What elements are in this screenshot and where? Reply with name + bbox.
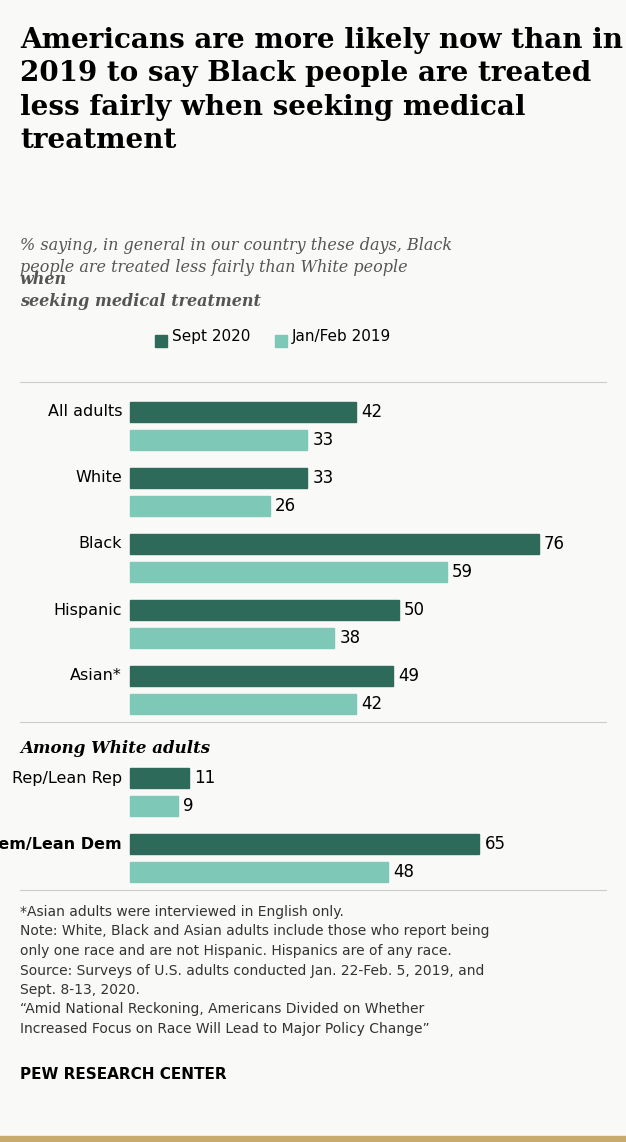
Text: 38: 38 <box>339 629 361 648</box>
Text: Rep/Lean Rep: Rep/Lean Rep <box>12 771 122 786</box>
Bar <box>0 1136 626 1142</box>
Text: 33: 33 <box>312 469 334 486</box>
Text: Among White adults: Among White adults <box>20 740 210 757</box>
Bar <box>130 862 388 882</box>
Bar <box>130 796 178 817</box>
Text: Black: Black <box>78 537 122 552</box>
Bar <box>130 468 307 488</box>
Text: Americans are more likely now than in
2019 to say Black people are treated
less : Americans are more likely now than in 20… <box>20 27 623 154</box>
Bar <box>130 834 480 854</box>
Bar <box>130 496 270 516</box>
Text: 76: 76 <box>543 534 565 553</box>
Bar <box>130 402 356 423</box>
Bar <box>130 628 334 648</box>
Text: 49: 49 <box>398 667 419 685</box>
Text: 9: 9 <box>183 797 194 815</box>
Text: 26: 26 <box>275 497 296 515</box>
Text: Asian*: Asian* <box>70 668 122 684</box>
Text: 65: 65 <box>485 835 505 853</box>
Bar <box>155 335 167 347</box>
Text: 11: 11 <box>194 769 215 787</box>
Bar <box>130 694 356 714</box>
Text: Jan/Feb 2019: Jan/Feb 2019 <box>292 330 391 345</box>
Text: 59: 59 <box>452 563 473 581</box>
Text: % saying, in general in our country these days, Black
people are treated less fa: % saying, in general in our country thes… <box>20 238 452 276</box>
Text: PEW RESEARCH CENTER: PEW RESEARCH CENTER <box>20 1067 227 1081</box>
Bar <box>130 562 447 582</box>
Text: 48: 48 <box>393 863 414 880</box>
Text: White: White <box>75 471 122 485</box>
Text: 50: 50 <box>404 601 425 619</box>
Bar <box>130 534 538 554</box>
Bar <box>275 335 287 347</box>
Text: Hispanic: Hispanic <box>53 603 122 618</box>
Text: Dem/Lean Dem: Dem/Lean Dem <box>0 836 122 852</box>
Text: when
seeking medical treatment: when seeking medical treatment <box>20 271 261 311</box>
Bar <box>130 600 399 620</box>
Bar <box>130 666 393 686</box>
Text: 42: 42 <box>361 403 382 421</box>
Bar <box>130 431 307 450</box>
Text: 42: 42 <box>361 695 382 713</box>
Bar <box>130 769 189 788</box>
Text: 33: 33 <box>312 431 334 449</box>
Text: Sept 2020: Sept 2020 <box>172 330 250 345</box>
Text: *Asian adults were interviewed in English only.
Note: White, Black and Asian adu: *Asian adults were interviewed in Englis… <box>20 904 490 1036</box>
Text: All adults: All adults <box>48 404 122 419</box>
